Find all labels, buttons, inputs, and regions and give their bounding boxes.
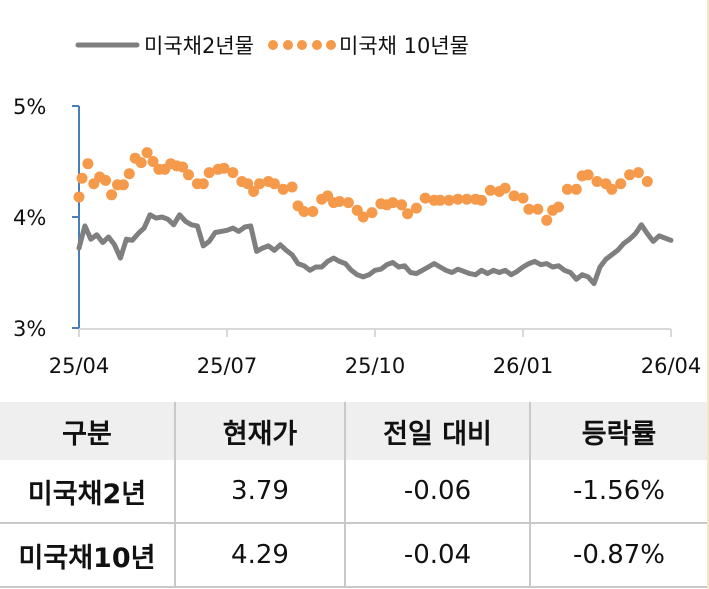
series-10y-dot [218, 162, 230, 174]
row-price: 4.29 [174, 522, 345, 588]
series-10y-dot [508, 190, 520, 202]
series-10y-dot [197, 178, 209, 190]
series-10y-dot [591, 176, 603, 187]
y-tick-label: 5% [13, 95, 46, 119]
series-10y-dot [499, 182, 511, 194]
legend: 미국채2년물 미국채 10년물 [75, 34, 469, 58]
series-10y-dot [298, 206, 310, 217]
x-tick-label: 26/04 [641, 354, 702, 378]
series-10y-dot [100, 174, 112, 186]
header-rate: 등락률 [529, 402, 707, 460]
series-10y-dot [443, 194, 455, 206]
series-10y-dot [419, 192, 431, 204]
series-10y-dot [357, 211, 369, 223]
legend-label-2y: 미국채2년물 [144, 34, 254, 58]
series-10y-dot [366, 207, 378, 219]
row-label: 미국채10년 [0, 522, 175, 588]
series-10y-dot [570, 183, 582, 195]
series-10y-dot [561, 183, 573, 195]
row-label: 미국채2년 [27, 478, 147, 510]
row-rate: -1.56% [529, 460, 707, 523]
header-category: 구분 [0, 402, 175, 460]
series-10y-dot [606, 183, 618, 195]
series-10y-dot [141, 147, 153, 159]
series-10y-dot [135, 157, 147, 169]
series-10y-dot [183, 169, 194, 181]
series-2y-line [76, 212, 674, 287]
series-10y-dot [624, 169, 636, 181]
series-10y-dot [277, 183, 289, 195]
legend-label-10y: 미국채 10년물 [339, 34, 469, 58]
series-10y-dot [541, 214, 553, 226]
row-change: -0.04 [344, 522, 530, 588]
series-10y-dot [203, 167, 215, 179]
row-change: -0.06 [344, 460, 530, 523]
series-10y-dot [532, 203, 544, 215]
legend-dots-10y-icon [268, 40, 336, 50]
x-tick-label: 25/07 [197, 354, 258, 378]
series-10y-dot [452, 193, 464, 205]
series-10y-dot [434, 194, 446, 206]
series-10y-dot [123, 168, 135, 180]
table-row: 미국채2년 3.79 -0.06 -1.56% [0, 460, 707, 523]
series-10y-dot [553, 201, 564, 213]
series-10y-dot [641, 176, 653, 187]
series-10y-dot [268, 178, 280, 190]
series-10y-dot [334, 196, 345, 207]
series-10y-dot [410, 202, 422, 214]
series-10y-dot [76, 172, 88, 184]
series-10y-dot [484, 184, 496, 196]
series-10y-dot [177, 161, 189, 173]
series-10y-dot [307, 206, 319, 217]
x-tick-label: 25/10 [345, 354, 406, 378]
series-10y-dot [615, 178, 627, 190]
x-axis: 25/04 25/07 25/10 26/01 26/04 [49, 328, 702, 378]
series-10y-dot [117, 179, 129, 191]
table-row: 미국채10년 4.29 -0.04 -0.87% [0, 522, 707, 588]
row-rate: -0.87% [529, 522, 707, 588]
yield-chart: 미국채2년물 미국채 10년물 5% 4% 3% 25/04 25/07 25/… [13, 34, 702, 378]
series-10y-dot [476, 194, 488, 206]
right-edge-rule [707, 0, 709, 589]
series-10y-dot [582, 169, 594, 181]
series-10y-dot [248, 186, 260, 197]
y-tick-label: 4% [13, 206, 46, 230]
series-10y-dot [147, 156, 159, 167]
header-price: 현재가 [174, 402, 345, 460]
x-tick-label: 26/01 [493, 354, 554, 378]
series-10y-dot [517, 192, 529, 204]
x-tick-label: 25/04 [49, 354, 110, 378]
series-10y-dot [254, 178, 266, 190]
series-10y-dot [227, 167, 239, 179]
y-tick-label: 3% [13, 317, 46, 341]
series-10y-dot [387, 197, 399, 209]
series-10y-dot [402, 208, 414, 220]
header-change: 전일 대비 [344, 402, 530, 460]
table-header-row: 구분 현재가 전일 대비 등락률 [0, 402, 707, 460]
series-10y-dot [242, 178, 254, 190]
series-10y-dots [73, 147, 653, 226]
series-10y-dot [342, 197, 354, 209]
series-10y-dot [461, 193, 473, 205]
series-10y-dot [632, 167, 644, 179]
y-axis: 5% 4% 3% [13, 95, 80, 341]
row-price: 3.79 [174, 460, 345, 523]
series-10y-dot [73, 191, 85, 203]
series-10y-dot [286, 181, 298, 193]
yield-summary-table: 구분 현재가 전일 대비 등락률 미국채2년 3.79 -0.06 -1.56%… [0, 402, 707, 588]
series-10y-dot [82, 158, 94, 170]
series-10y-dot [106, 189, 118, 201]
series-10y-dot [523, 203, 535, 215]
series-10y-dot [396, 199, 408, 211]
